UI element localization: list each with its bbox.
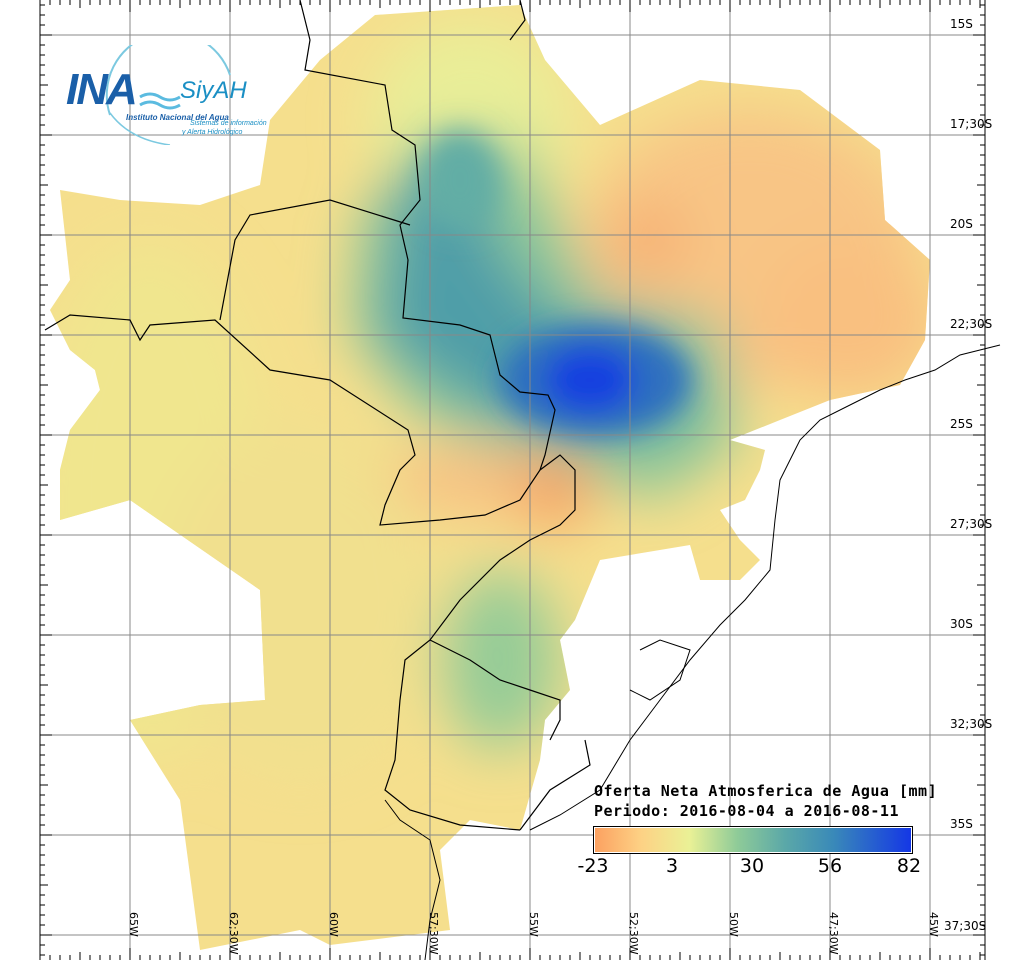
- lon-label: 55W: [527, 912, 540, 937]
- lat-label: 32;30S: [950, 717, 993, 731]
- colorbar-tick: 3: [665, 855, 679, 877]
- lat-label: 27;30S: [950, 517, 993, 531]
- lon-label: 62;30W: [227, 912, 240, 955]
- frame-ticks: [40, 0, 985, 960]
- lat-label: 22;30S: [950, 317, 993, 331]
- lon-label: 57;30W: [427, 912, 440, 955]
- logo-subtitle-2: y Alerta Hidrológico: [182, 129, 243, 136]
- lat-label: 25S: [950, 417, 973, 431]
- logo-arc-icon: [105, 45, 231, 145]
- frame: [39, 0, 986, 960]
- lon-label: 65W: [127, 912, 140, 937]
- logo-siyah-text: SiyAH: [180, 77, 247, 104]
- colorbar: [593, 826, 913, 854]
- lat-label: 37;30S: [944, 919, 987, 933]
- lat-label: 35S: [950, 817, 973, 831]
- logo-subtitle-1: Sistemas de información: [190, 120, 267, 127]
- lat-label: 15S: [950, 17, 973, 31]
- logo-ina-text: INA: [66, 65, 138, 114]
- colorbar-tick: 56: [817, 855, 843, 877]
- colorbar-tick: 82: [896, 855, 922, 877]
- graticule: [40, 0, 985, 960]
- lon-label: 47;30W: [827, 912, 840, 955]
- legend-period: Periodo: 2016-08-04 a 2016-08-11: [594, 802, 899, 820]
- legend-title: Oferta Neta Atmosferica de Agua [mm]: [594, 782, 938, 800]
- colorbar-tick: -23: [577, 855, 609, 877]
- ina-siyah-logo: INA SiyAH Instituto Nacional del Agua Si…: [60, 45, 280, 145]
- lon-label: 60W: [327, 912, 340, 937]
- political-borders: [44, 0, 591, 831]
- colorbar-tick: 30: [739, 855, 765, 877]
- lat-label: 20S: [950, 217, 973, 231]
- logo-institution: Instituto Nacional del Agua: [126, 113, 229, 122]
- lon-label: 52;30W: [627, 912, 640, 955]
- lon-label: 45W: [927, 912, 940, 937]
- lat-label: 17;30S: [950, 117, 993, 131]
- coastline: [384, 344, 1001, 960]
- lat-label: 30S: [950, 617, 973, 631]
- lon-label: 50W: [727, 912, 740, 937]
